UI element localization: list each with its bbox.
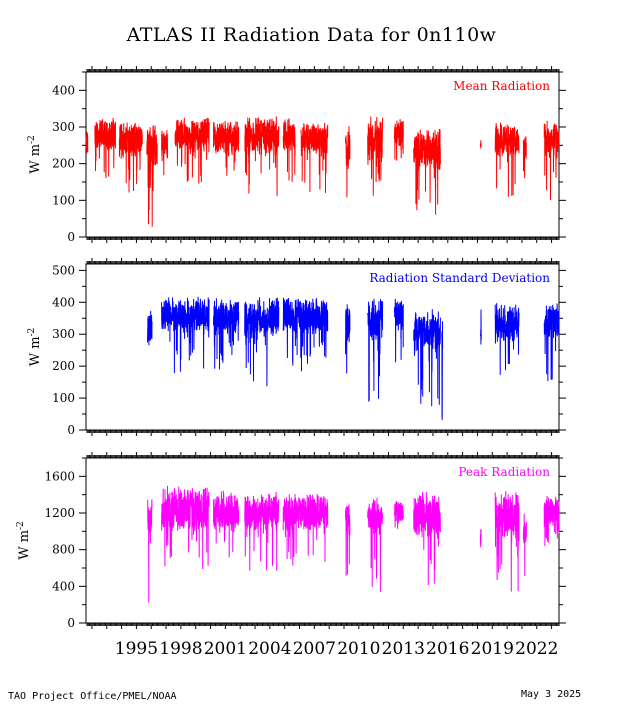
y-axis-label: W m-2 bbox=[16, 521, 32, 560]
series-label: Radiation Standard Deviation bbox=[369, 271, 550, 285]
plot-frame bbox=[85, 263, 560, 431]
y-axis-label: W m-2 bbox=[27, 328, 43, 367]
x-tick-label: 2022 bbox=[515, 639, 558, 659]
y-tick-label: 0 bbox=[67, 230, 75, 244]
data-line bbox=[147, 296, 560, 421]
x-tick-label: 1998 bbox=[159, 639, 202, 659]
y-tick-label: 300 bbox=[52, 327, 75, 341]
x-tick-label: 2007 bbox=[293, 639, 336, 659]
panel-peak: 0 400 800 1200 1600 W m-2 Peak Radiation bbox=[16, 452, 566, 630]
y-tick-label: 200 bbox=[52, 359, 75, 373]
y-tick-label: 1200 bbox=[44, 506, 75, 520]
y-tick-label: 500 bbox=[52, 263, 75, 277]
panel-mean: 0 100 200 300 400 W m-2 Mean Radiation bbox=[27, 66, 566, 244]
x-tick-label: 2013 bbox=[382, 639, 425, 659]
y-axis-label: W m-2 bbox=[27, 135, 43, 174]
y-tick-label: 400 bbox=[52, 83, 75, 97]
x-tick-label: 2004 bbox=[248, 639, 291, 659]
footer-credit: TAO Project Office/PMEL/NOAA bbox=[8, 691, 177, 702]
y-tick-label: 0 bbox=[67, 616, 75, 630]
y-tick-label: 300 bbox=[52, 120, 75, 134]
series-label: Mean Radiation bbox=[453, 79, 550, 93]
x-tick-label: 2016 bbox=[426, 639, 469, 659]
x-tick-label: 2010 bbox=[337, 639, 380, 659]
y-tick-label: 100 bbox=[52, 391, 75, 405]
footer-date: May 3 2025 bbox=[521, 689, 582, 700]
x-minor-ticks bbox=[86, 258, 560, 436]
x-minor-ticks bbox=[86, 66, 560, 243]
panel-std: 0 100 200 300 400 500 W m-2 Radiation Standard … bbox=[27, 258, 566, 437]
y-tick-label: 1600 bbox=[44, 469, 75, 483]
x-tick-label: 1995 bbox=[115, 639, 158, 659]
y-tick-label: 200 bbox=[52, 157, 75, 171]
y-tick-label: 0 bbox=[67, 423, 75, 437]
y-tick-label: 400 bbox=[52, 579, 75, 593]
y-tick-label: 800 bbox=[52, 543, 75, 557]
y-tick-label: 400 bbox=[52, 295, 75, 309]
y-tick-label: 100 bbox=[52, 193, 75, 207]
data-line bbox=[85, 116, 560, 227]
x-tick-label: 2019 bbox=[471, 639, 514, 659]
chart-title: ATLAS II Radiation Data for 0n110w bbox=[126, 24, 497, 46]
x-tick-label: 2001 bbox=[204, 639, 247, 659]
series-label: Peak Radiation bbox=[458, 465, 550, 479]
data-line bbox=[147, 485, 560, 603]
plot-frame bbox=[85, 457, 560, 624]
x-minor-ticks bbox=[86, 452, 560, 629]
